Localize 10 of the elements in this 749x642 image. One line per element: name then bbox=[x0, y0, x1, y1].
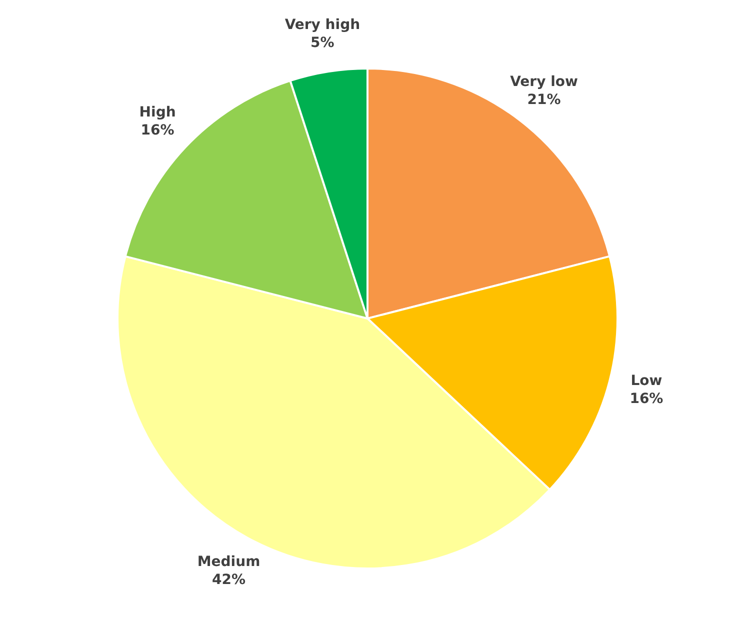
data-label: 5% bbox=[310, 35, 334, 52]
slice-label: Very low bbox=[510, 74, 578, 90]
data-label: 42% bbox=[212, 572, 246, 588]
slice-label: High bbox=[139, 104, 176, 120]
data-label: 21% bbox=[527, 92, 561, 108]
slice-label: Very high bbox=[284, 17, 360, 34]
slice-label: Medium bbox=[197, 554, 260, 570]
data-label: 16% bbox=[140, 122, 174, 138]
slice-label: Low bbox=[630, 373, 662, 390]
data-label: 16% bbox=[630, 391, 664, 408]
